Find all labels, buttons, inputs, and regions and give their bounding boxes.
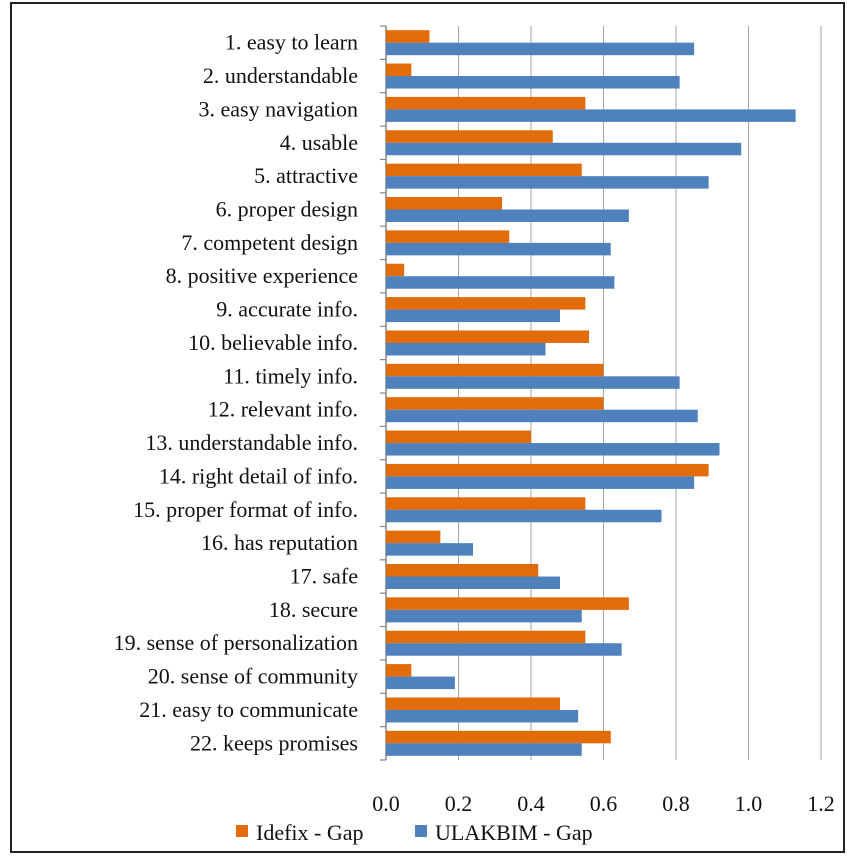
category-label: 4. usable — [280, 130, 358, 155]
bar-ulakbim — [386, 209, 629, 222]
category-label: 9. accurate info. — [216, 297, 358, 322]
x-tick-label: 0.0 — [372, 791, 400, 816]
category-label: 17. safe — [290, 564, 358, 589]
bar-ulakbim — [386, 709, 579, 723]
bar-idefix — [386, 530, 441, 544]
category-label: 7. competent design — [181, 230, 358, 255]
category-label: 16. has reputation — [201, 530, 358, 555]
bar-idefix — [386, 630, 586, 644]
category-label: 20. sense of community — [148, 664, 358, 689]
x-tick-label: 0.8 — [662, 791, 690, 816]
bar-idefix — [386, 230, 510, 243]
bar-idefix — [386, 363, 604, 377]
category-label: 1. easy to learn — [225, 30, 358, 55]
category-label: 14. right detail of info. — [159, 463, 358, 488]
category-label: 15. proper format of info. — [133, 497, 358, 522]
bar-idefix — [386, 730, 611, 744]
bar-ulakbim — [386, 276, 615, 289]
bar-ulakbim — [386, 743, 582, 756]
legend-swatch-ulakbim — [415, 825, 427, 837]
bar-idefix — [386, 30, 430, 43]
category-label: 19. sense of personalization — [114, 630, 358, 655]
bar-idefix — [386, 263, 405, 277]
bar-ulakbim — [386, 342, 546, 356]
bar-idefix — [386, 564, 539, 577]
bar-ulakbim — [386, 643, 622, 656]
bar-ulakbim — [386, 142, 742, 156]
category-label: 13. understandable info. — [145, 430, 358, 455]
bar-ulakbim — [386, 509, 662, 523]
category-label: 10. believable info. — [188, 330, 358, 355]
bar-ulakbim — [386, 409, 698, 423]
bar-ulakbim — [386, 376, 680, 389]
bar-idefix — [386, 697, 560, 710]
x-tick-label: 0.4 — [517, 791, 545, 816]
bar-ulakbim — [386, 42, 695, 56]
bar-idefix — [386, 597, 629, 610]
category-label: 8. positive experience — [166, 263, 358, 288]
bar-ulakbim — [386, 609, 582, 623]
bar-idefix — [386, 430, 531, 444]
category-label: 18. secure — [269, 597, 358, 622]
bar-idefix — [386, 63, 412, 77]
bar-idefix — [386, 96, 586, 110]
legend-label-ulakbim: ULAKBIM - Gap — [435, 820, 593, 845]
bar-idefix — [386, 163, 582, 177]
bar-ulakbim — [386, 443, 720, 456]
x-tick-label: 0.6 — [590, 791, 618, 816]
category-label: 5. attractive — [254, 163, 358, 188]
x-tick-label: 1.2 — [807, 791, 835, 816]
bar-idefix — [386, 130, 553, 143]
bar-ulakbim — [386, 476, 695, 489]
category-label: 22. keeps promises — [190, 730, 358, 755]
bar-ulakbim — [386, 309, 560, 323]
category-label: 3. easy navigation — [199, 96, 358, 121]
x-tick-label: 1.0 — [735, 791, 763, 816]
bar-idefix — [386, 197, 502, 210]
category-label: 6. proper design — [216, 197, 358, 222]
bar-idefix — [386, 497, 586, 510]
bar-ulakbim — [386, 242, 611, 256]
bar-ulakbim — [386, 176, 709, 189]
legend-label-idefix: Idefix - Gap — [256, 820, 364, 845]
category-label: 12. relevant info. — [208, 397, 358, 422]
bar-idefix — [386, 397, 604, 410]
bar-idefix — [386, 664, 412, 677]
bar-ulakbim — [386, 109, 796, 122]
bar-ulakbim — [386, 676, 455, 690]
bar-idefix — [386, 463, 709, 477]
bar-idefix — [386, 330, 589, 343]
x-tick-label: 0.2 — [445, 791, 473, 816]
category-label: 2. understandable — [203, 63, 358, 88]
bar-ulakbim — [386, 576, 560, 589]
legend-swatch-idefix — [236, 825, 248, 837]
bar-idefix — [386, 297, 586, 310]
bar-ulakbim — [386, 543, 473, 556]
category-label: 11. timely info. — [223, 363, 358, 388]
bar-ulakbim — [386, 76, 680, 89]
category-label: 21. easy to communicate — [139, 697, 358, 722]
